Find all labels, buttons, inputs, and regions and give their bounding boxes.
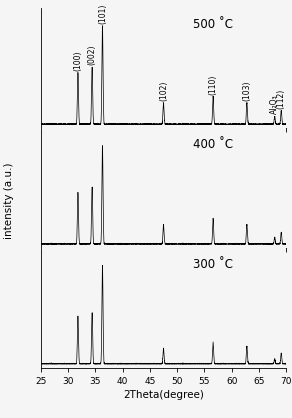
- Text: 400 ˚C: 400 ˚C: [193, 138, 233, 151]
- Text: 500 ˚C: 500 ˚C: [193, 18, 233, 31]
- Text: (110): (110): [208, 74, 218, 95]
- Text: (103): (103): [242, 80, 251, 101]
- Text: 300 ˚C: 300 ˚C: [193, 257, 233, 270]
- Text: (102): (102): [159, 80, 168, 101]
- Text: intensity (a.u.): intensity (a.u.): [4, 162, 14, 239]
- Text: (002): (002): [88, 45, 97, 65]
- Text: (112): (112): [277, 88, 286, 109]
- Text: (100): (100): [74, 51, 82, 71]
- Text: Al₂O₃: Al₂O₃: [270, 95, 279, 115]
- X-axis label: 2Theta(degree): 2Theta(degree): [123, 390, 204, 400]
- Text: (101): (101): [98, 4, 107, 24]
